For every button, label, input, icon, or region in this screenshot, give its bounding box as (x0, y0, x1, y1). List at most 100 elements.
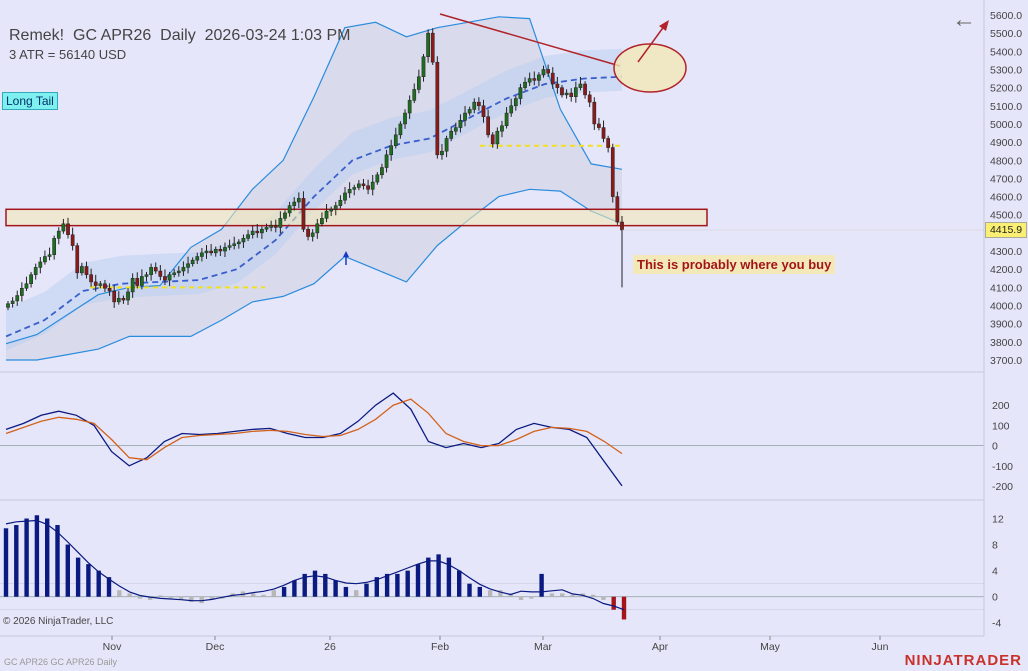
candle (472, 101, 477, 110)
candle (430, 32, 435, 63)
candle (195, 256, 200, 261)
candle (264, 227, 269, 230)
hist-axis-label: 0 (992, 592, 998, 604)
histogram-bar (117, 590, 122, 597)
candle (361, 183, 366, 186)
candle (449, 130, 454, 139)
candle (89, 274, 93, 283)
candle (213, 248, 218, 254)
candle (98, 283, 103, 286)
candle (403, 112, 407, 125)
candle (610, 147, 615, 197)
candle (587, 94, 592, 103)
histogram-bar (498, 590, 503, 597)
price-axis-label: 4300.0 (990, 246, 1022, 258)
candle (250, 230, 255, 235)
candle (181, 267, 186, 272)
histogram-bar (570, 594, 575, 597)
candle (412, 89, 417, 101)
candle (61, 223, 66, 232)
hist-axis-label: 12 (992, 514, 1004, 526)
candle (463, 112, 467, 121)
histogram-bar (86, 564, 91, 597)
candle (426, 32, 430, 58)
candle (204, 250, 209, 254)
histogram-bar (24, 518, 29, 597)
candle (287, 205, 292, 214)
histogram-bar (209, 596, 215, 600)
price-axis-label: 3800.0 (990, 337, 1022, 349)
histogram-bar (354, 590, 359, 597)
histogram-bar (621, 596, 627, 620)
candle (241, 238, 246, 243)
candle (486, 116, 490, 136)
candle (453, 127, 458, 132)
histogram-bar (549, 593, 555, 597)
candle (153, 267, 158, 272)
candle (70, 234, 75, 246)
histogram-bar (45, 518, 50, 597)
candle (149, 267, 153, 275)
histogram-bar (178, 596, 184, 600)
candle (80, 266, 84, 274)
histogram-bar (96, 570, 101, 597)
candle (116, 298, 121, 303)
candle (103, 283, 107, 289)
macd-axis-label: 200 (992, 400, 1010, 412)
candle (84, 266, 89, 275)
histogram-bar (333, 580, 338, 597)
candle (435, 61, 440, 156)
histogram-bar (271, 590, 276, 597)
hist-axis-label: -4 (992, 618, 1001, 630)
candle (260, 229, 264, 234)
candle (407, 100, 412, 114)
histogram-bar (168, 596, 173, 598)
candle (458, 120, 463, 128)
candle (569, 92, 574, 97)
price-axis-label: 5000.0 (990, 119, 1022, 131)
signal-arrowhead (343, 251, 349, 257)
candle (107, 288, 112, 292)
x-axis-label: 26 (324, 641, 336, 653)
price-axis-label: 5300.0 (990, 64, 1022, 76)
candle (389, 145, 394, 156)
back-arrow-icon[interactable]: ← (952, 6, 976, 33)
price-axis-label: 4700.0 (990, 173, 1022, 185)
candle (555, 83, 560, 88)
candle (578, 83, 583, 88)
chart-title: Remek! GC APR26 Daily 2026-03-24 1:03 PM (9, 27, 351, 44)
macd-axis-label: 0 (992, 441, 998, 453)
macd-axis-label: -200 (992, 481, 1013, 493)
candle (380, 167, 384, 176)
candle (338, 199, 343, 206)
candle (597, 123, 601, 128)
candle (190, 259, 195, 265)
x-axis-label: May (760, 641, 781, 653)
candle (398, 123, 403, 136)
candle (223, 247, 227, 252)
price-axis-label: 4200.0 (990, 264, 1022, 276)
histogram-bar (529, 596, 534, 599)
candle (47, 254, 52, 257)
target-ellipse (613, 43, 687, 93)
candle (495, 130, 500, 145)
copyright: © 2026 NinjaTrader, LLC (3, 616, 114, 627)
candle (135, 278, 140, 286)
target-arrowhead (659, 20, 669, 31)
candle (560, 87, 564, 96)
ema-line (5, 75, 623, 338)
histogram-bar (14, 525, 19, 597)
candle (296, 198, 301, 203)
candle (320, 218, 324, 225)
candle (292, 201, 297, 206)
ninjatrader-logo: NINJATRADER (904, 652, 1022, 669)
candle (421, 56, 426, 77)
price-axis-label: 4500.0 (990, 210, 1022, 222)
candle (444, 138, 449, 152)
hist-axis-label: 8 (992, 540, 998, 552)
candle (52, 238, 57, 255)
candle (283, 212, 287, 219)
histogram-bar (261, 594, 266, 597)
price-axis-label: 5400.0 (990, 46, 1022, 58)
histogram-bar (405, 570, 410, 597)
